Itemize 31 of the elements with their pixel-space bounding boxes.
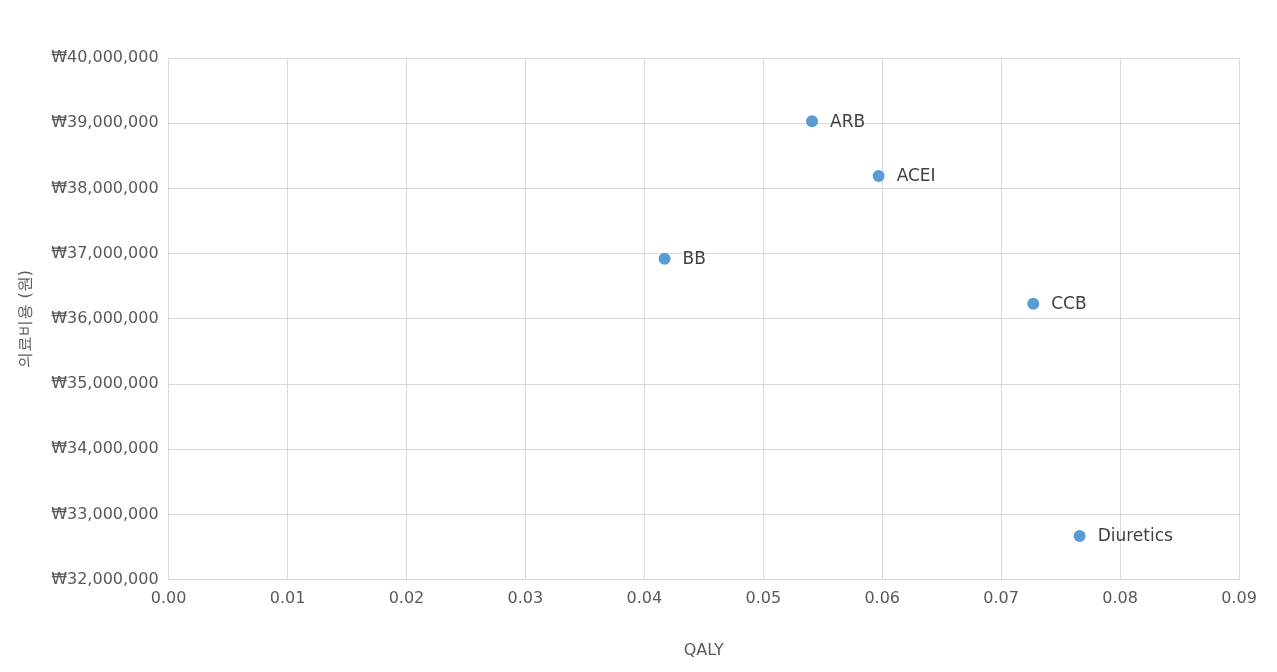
y-axis-title: 의료비용 (원) [14, 270, 34, 368]
x-tick-label: 0.01 [269, 588, 306, 608]
y-tick-label: ₩35,000,000 [51, 373, 159, 393]
x-tick-label: 0.04 [626, 588, 663, 608]
y-tick-label: ₩34,000,000 [51, 438, 159, 458]
x-tick-label: 0.02 [388, 588, 425, 608]
point [1027, 297, 1040, 310]
point [1073, 529, 1086, 542]
x-tick-label: 0.09 [1221, 588, 1257, 608]
y-tick-label: ₩36,000,000 [51, 307, 159, 327]
annotation: CCB [1051, 293, 1087, 314]
x-tick-label: 0.03 [507, 588, 544, 608]
x-tick-label: 0.00 [150, 588, 187, 608]
annotation: ACEI [896, 165, 936, 186]
y-tick-label: ₩32,000,000 [51, 568, 159, 588]
annotation: BB [682, 248, 706, 269]
y-tick-label: ₩39,000,000 [51, 112, 159, 132]
x-axis-title: QALY [683, 639, 725, 659]
point [658, 252, 671, 265]
x-tick-label: 0.06 [864, 588, 901, 608]
point [806, 115, 819, 128]
point [872, 170, 885, 183]
x-tick-label: 0.05 [745, 588, 782, 608]
x-tick-label: 0.07 [983, 588, 1019, 608]
annotation: Diuretics [1097, 525, 1174, 546]
y-tick-label: ₩37,000,000 [51, 242, 159, 262]
y-tick-label: ₩33,000,000 [51, 503, 159, 523]
annotation: ARB [830, 110, 866, 131]
y-tick-label: ₩40,000,000 [51, 47, 159, 67]
y-tick-label: ₩38,000,000 [51, 177, 159, 197]
x-tick-label: 0.08 [1102, 588, 1138, 608]
